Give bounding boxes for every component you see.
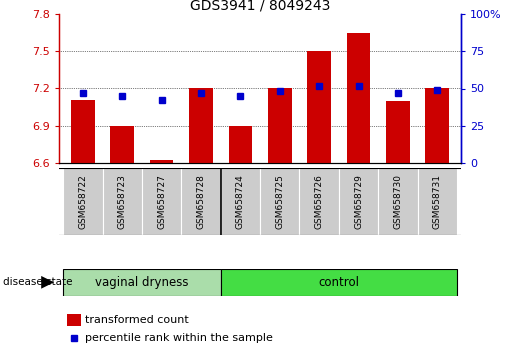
Text: transformed count: transformed count (85, 315, 189, 325)
Bar (339, 168, 378, 235)
Bar (221, 168, 260, 235)
Bar (299, 168, 339, 235)
Bar (221, 269, 457, 296)
Bar (102, 168, 142, 235)
Bar (110, 126, 134, 163)
Bar (71, 99, 95, 163)
Bar (307, 51, 331, 163)
Bar (268, 88, 291, 163)
Bar (418, 168, 457, 235)
Text: GSM658731: GSM658731 (433, 174, 442, 229)
Text: vaginal dryness: vaginal dryness (95, 276, 188, 289)
Bar (189, 88, 213, 163)
Text: GSM658730: GSM658730 (393, 174, 402, 229)
Bar (63, 168, 102, 235)
Text: disease state: disease state (3, 277, 72, 287)
Text: GSM658726: GSM658726 (315, 174, 323, 229)
Bar (425, 88, 449, 163)
Text: percentile rank within the sample: percentile rank within the sample (85, 333, 273, 343)
Text: control: control (318, 276, 359, 289)
Bar (260, 168, 299, 235)
Title: GDS3941 / 8049243: GDS3941 / 8049243 (190, 0, 330, 13)
Bar (347, 33, 370, 163)
Text: GSM658729: GSM658729 (354, 174, 363, 229)
Text: GSM658725: GSM658725 (275, 174, 284, 229)
Bar (150, 160, 174, 163)
Bar (63, 269, 221, 296)
Text: GSM658728: GSM658728 (197, 174, 205, 229)
Bar (142, 168, 181, 235)
Text: GSM658727: GSM658727 (157, 174, 166, 229)
Bar (67, 314, 81, 326)
Bar (229, 126, 252, 163)
Text: GSM658723: GSM658723 (118, 174, 127, 229)
Text: GSM658722: GSM658722 (78, 175, 88, 229)
Bar (181, 168, 221, 235)
Bar (378, 168, 418, 235)
Bar (386, 101, 410, 163)
Text: GSM658724: GSM658724 (236, 175, 245, 229)
